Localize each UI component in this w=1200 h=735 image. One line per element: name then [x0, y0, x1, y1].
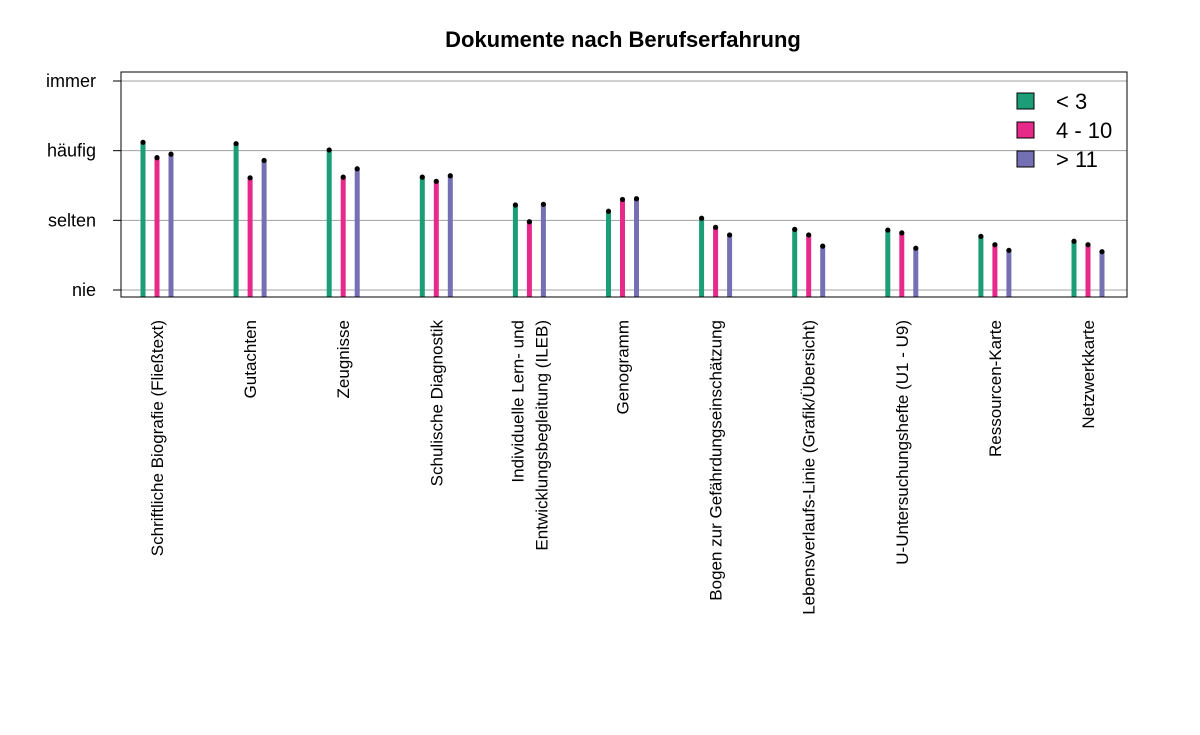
bar-point: [727, 232, 733, 238]
bar: [634, 198, 639, 297]
bar-point: [233, 141, 239, 147]
x-tick-label: Lebensverlaufs-Linie (Grafik/Übersicht): [800, 320, 819, 615]
legend-label: > 11: [1056, 147, 1098, 172]
bar: [1006, 250, 1012, 297]
bar-point: [1099, 249, 1105, 255]
bar-point: [512, 202, 519, 208]
x-tick-label: Genogramm: [614, 320, 633, 414]
bar: [978, 236, 984, 297]
bar-point: [447, 173, 453, 179]
bar-point: [978, 233, 984, 239]
bar-point: [1006, 247, 1012, 253]
bars: [140, 139, 1105, 297]
bar: [261, 160, 267, 297]
bar: [140, 142, 146, 297]
bar-point: [792, 226, 798, 232]
bar: [447, 175, 453, 297]
bar-point: [992, 242, 998, 248]
x-tick-label: Schriftliche Biografie (Fließtext): [148, 320, 167, 556]
legend-swatch: [1016, 92, 1035, 110]
bar: [433, 181, 439, 297]
bar: [820, 246, 826, 297]
legend: < 3 4 - 10 > 11: [1016, 89, 1112, 172]
bar: [699, 218, 705, 297]
bar: [913, 248, 919, 297]
bar-point: [419, 174, 425, 180]
bar-point: [526, 219, 533, 225]
bar-point: [354, 166, 360, 172]
x-tick-labels: Schriftliche Biografie (Fließtext) Gutach…: [148, 320, 1098, 615]
bar-point: [619, 196, 626, 203]
chart-title: Dokumente nach Berufserfahrung: [445, 27, 801, 52]
legend-label: 4 - 10: [1056, 118, 1112, 143]
bar-point: [540, 201, 547, 207]
bar-point: [247, 175, 253, 181]
bar-point: [605, 208, 612, 214]
bar-point: [168, 151, 174, 157]
bar: [326, 149, 332, 297]
legend-swatch: [1016, 121, 1035, 139]
bar: [526, 221, 532, 297]
bar: [606, 211, 611, 297]
y-tick-label: immer: [46, 71, 96, 91]
bar: [727, 234, 733, 297]
bar: [1071, 241, 1077, 297]
plot-frame: [120, 71, 1128, 298]
bar-point: [154, 155, 160, 161]
bar: [354, 168, 360, 297]
bar-point: [326, 147, 332, 153]
bar: [620, 199, 625, 297]
x-tick-label: Ressourcen-Karte: [986, 320, 1005, 457]
legend-label: < 3: [1056, 89, 1087, 114]
bar: [512, 205, 518, 297]
bar: [885, 230, 891, 297]
bar: [1085, 244, 1091, 297]
bar-point: [340, 174, 346, 180]
bar: [1099, 251, 1105, 297]
bar-point: [713, 224, 719, 230]
bar: [806, 234, 812, 297]
bar: [792, 229, 798, 297]
bar: [419, 177, 425, 297]
bar-point: [699, 215, 705, 221]
x-tick-label: U-Untersuchungshefte (U1 - U9): [893, 320, 912, 565]
bar: [540, 204, 546, 297]
bar: [154, 157, 160, 297]
bar: [899, 232, 905, 297]
y-tick-label: nie: [72, 280, 96, 300]
y-tick-label: häufig: [47, 141, 96, 161]
bar: [992, 244, 998, 297]
x-tick-label: Netzwerkkarte: [1079, 320, 1098, 429]
x-tick-label: Bogen zur Gefährdungseinschätzung: [707, 320, 726, 601]
bar: [713, 227, 719, 297]
legend-swatch: [1016, 150, 1035, 168]
x-tick-label: Schulische Diagnostik: [427, 320, 446, 487]
bar: [168, 154, 174, 297]
bar-point: [433, 178, 439, 184]
bar-point: [885, 227, 891, 233]
bar-point: [1071, 238, 1077, 244]
x-tick-label: Entwicklungsbegleitung (ILEB): [532, 320, 551, 551]
bar: [247, 177, 253, 297]
y-axis: nie selten häufig immer: [46, 71, 121, 300]
bar-point: [899, 230, 905, 236]
bar-point: [913, 245, 919, 251]
bar-point: [633, 196, 640, 202]
bar: [233, 143, 239, 297]
x-tick-label: Gutachten: [241, 320, 260, 398]
bar-point: [820, 243, 826, 249]
bar-point: [261, 157, 267, 164]
y-tick-label: selten: [48, 210, 96, 230]
x-tick-label: Zeugnisse: [334, 320, 353, 398]
bar-point: [140, 139, 146, 145]
x-tick-label: Individuelle Lern- und: [508, 320, 527, 483]
bar: [340, 177, 346, 297]
bar-point: [806, 232, 812, 238]
bar-point: [1085, 242, 1091, 248]
